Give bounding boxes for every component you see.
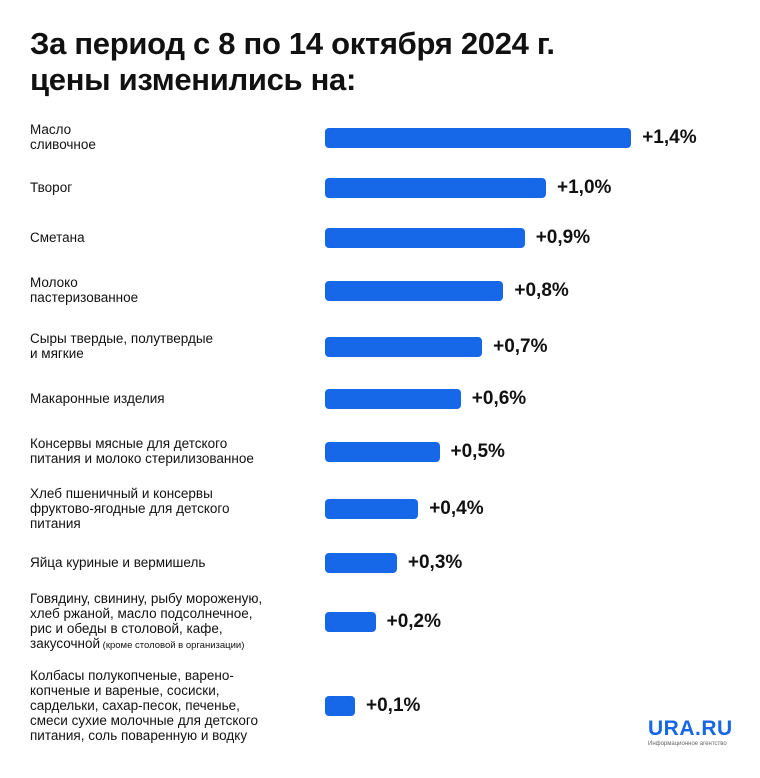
category-label-line: Масло	[30, 122, 72, 137]
ura-ru-logo: URA.RU Информационное агентство	[648, 718, 748, 748]
logo-tagline: Информационное агентство	[648, 741, 727, 747]
category-label: Масло сливочное	[30, 122, 300, 152]
category-label-line: Сыры твердые, полутвердые	[30, 331, 214, 346]
category-label: Сметана	[30, 230, 300, 245]
value-label: +0,9%	[535, 227, 591, 248]
category-label-line: Творог	[30, 179, 73, 195]
title-line-1: За период с 8 по 14 октября 2024 г.	[30, 26, 555, 61]
category-label-line: питания, соль поваренную и водку	[30, 727, 248, 743]
category-label-line: закусочной (кроме столовой в организации…	[30, 636, 245, 651]
bar	[325, 553, 397, 573]
bar	[325, 178, 546, 198]
bar	[325, 128, 632, 148]
category-label-line: сливочное	[30, 137, 96, 152]
bar	[325, 389, 461, 409]
bar	[325, 696, 355, 716]
value-label: +0,1%	[366, 695, 421, 716]
bar	[325, 281, 504, 301]
category-label: Колбасы полукопченые, варено-копченые и …	[30, 668, 300, 743]
value-label: +0,5%	[450, 441, 505, 462]
category-label-line: Макаронные изделия	[30, 390, 165, 406]
category-label: Творог	[30, 180, 300, 195]
category-label-line: Консервы мясные для детского	[30, 436, 228, 451]
category-label: Консервы мясные для детского питания и мо…	[30, 436, 300, 466]
chart-title: За период с 8 по 14 октября 2024 г. цены…	[30, 26, 730, 98]
category-label-line: копченые и вареные, сосиски,	[30, 682, 220, 698]
value-label: +0,6%	[471, 388, 527, 409]
category-label-line: Колбасы полукопченые, варено-	[30, 667, 234, 683]
category-label-line: рис и обеды в столовой, кафе,	[30, 621, 223, 636]
value-label: +0,4%	[429, 498, 484, 519]
category-label-line: и мягкие	[30, 346, 84, 361]
category-label-line: питания	[30, 515, 81, 531]
value-label: +1,4%	[642, 127, 697, 148]
category-label: Хлеб пшеничный и консервы фруктово-ягодны…	[30, 486, 300, 531]
category-label-line: питания и молоко стерилизованное	[30, 451, 254, 466]
category-label: Макаронные изделия	[30, 391, 300, 406]
value-label: +0,7%	[493, 336, 548, 357]
value-label: +0,2%	[386, 611, 441, 632]
category-label-line: пастеризованное	[30, 290, 139, 305]
category-label-line: Яйца куриные и вермишель	[30, 554, 206, 570]
value-label: +1,0%	[557, 177, 612, 198]
category-label: Молоко пастеризованное	[30, 275, 300, 305]
value-label: +0,8%	[514, 280, 569, 301]
bar	[325, 337, 483, 357]
category-label: Говядину, свинину, рыбу мороженую, хлеб р…	[30, 591, 300, 653]
title-line-2: цены изменились на:	[30, 62, 357, 97]
category-label-line: Сметана	[30, 229, 85, 245]
category-label: Яйца куриные и вермишель	[30, 555, 300, 570]
bar	[325, 228, 525, 248]
category-label: Сыры твердые, полутвердые и мягкие	[30, 331, 300, 361]
bar	[325, 499, 419, 519]
category-label-line: хлеб ржаной, масло подсолнечное,	[30, 606, 253, 621]
logo-name: URA.RU	[648, 717, 733, 740]
category-label-line: Хлеб пшеничный и консервы	[30, 485, 213, 501]
category-note: (кроме столовой в организации)	[100, 640, 245, 651]
category-label-line: фруктово-ягодные для детского	[30, 500, 230, 516]
category-label-line: смеси сухие молочные для детского	[30, 712, 259, 728]
category-label-line: сардельки, сахар-песок, печенье,	[30, 697, 240, 713]
bar	[325, 442, 440, 462]
value-label: +0,3%	[407, 552, 463, 573]
category-label-line: Говядину, свинину, рыбу мороженую,	[30, 591, 263, 606]
category-label-line: Молоко	[30, 275, 78, 290]
bar	[325, 612, 376, 632]
